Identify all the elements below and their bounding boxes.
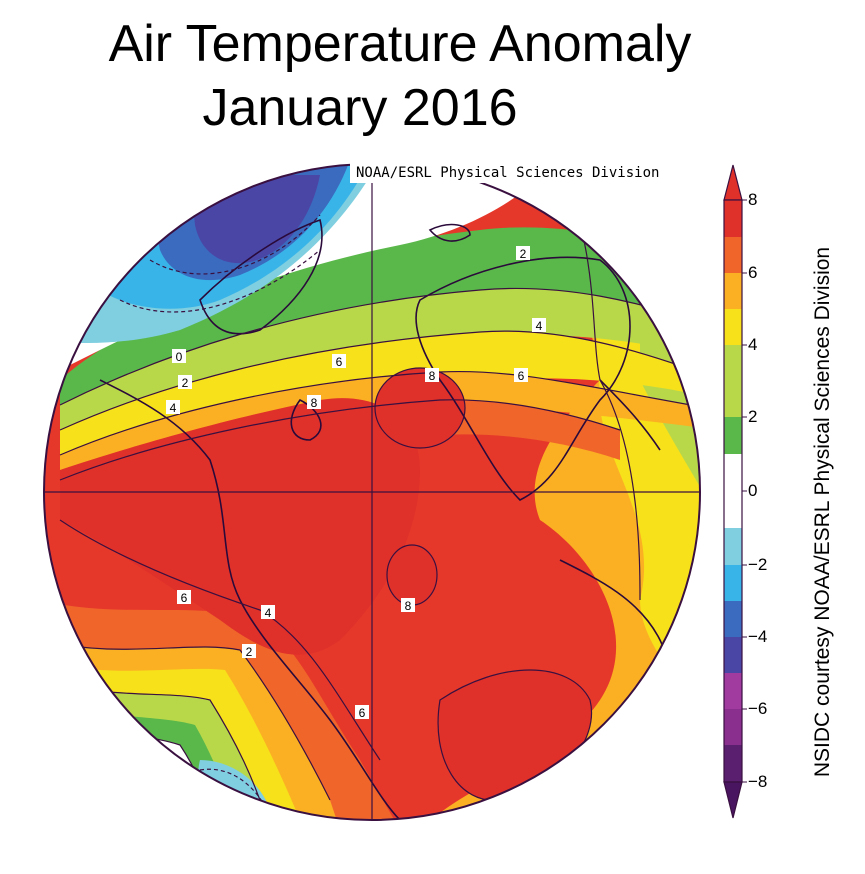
- contour-label: 8: [401, 598, 415, 613]
- contour-label: 4: [532, 318, 546, 333]
- svg-text:2: 2: [182, 376, 189, 390]
- svg-text:8: 8: [311, 396, 318, 410]
- contour-label: 8: [425, 368, 439, 383]
- contour-label: 4: [261, 605, 275, 620]
- svg-text:6: 6: [336, 355, 343, 369]
- svg-text:4: 4: [170, 401, 177, 415]
- svg-text:6: 6: [518, 369, 525, 383]
- colorbar-tick-label: −6: [748, 699, 768, 718]
- svg-text:2: 2: [520, 247, 527, 261]
- colorbar-tick-label: 6: [748, 263, 758, 282]
- contour-label: 8: [307, 395, 321, 410]
- title-line-2: January 2016: [202, 79, 518, 137]
- contour-label: 6: [332, 354, 346, 369]
- contour-label: 2: [242, 644, 256, 659]
- contour-label: 6: [177, 590, 191, 605]
- svg-text:0: 0: [176, 350, 183, 364]
- colorbar: [723, 164, 747, 819]
- side-credit: NSIDC courtesy NOAA/ESRL Physical Scienc…: [811, 246, 834, 778]
- contour-label: 6: [355, 705, 369, 720]
- svg-text:4: 4: [265, 606, 272, 620]
- contour-label: 4: [166, 400, 180, 415]
- colorbar-tick-label: −8: [748, 772, 768, 791]
- colorbar-tick-label: 0: [748, 481, 758, 500]
- noaa-credit: NOAA/ESRL Physical Sciences Division: [350, 163, 666, 183]
- contour-label: 0: [172, 349, 186, 364]
- colorbar-top-arrow: [723, 164, 743, 201]
- svg-text:6: 6: [181, 591, 188, 605]
- colorbar-bottom-arrow: [723, 781, 743, 819]
- colorbar-tick-label: 8: [748, 190, 758, 209]
- svg-text:6: 6: [359, 706, 366, 720]
- svg-text:8: 8: [405, 599, 412, 613]
- svg-text:2: 2: [246, 645, 253, 659]
- colorbar-tick-label: 4: [748, 335, 758, 354]
- anomaly-field: [44, 164, 700, 820]
- svg-text:4: 4: [536, 319, 543, 333]
- title-line-1: Air Temperature Anomaly: [108, 15, 692, 73]
- colorbar-tick-label: −4: [748, 627, 768, 646]
- colorbar-tick-label: 2: [748, 407, 758, 426]
- contour-label: 2: [516, 246, 530, 261]
- svg-text:8: 8: [429, 369, 436, 383]
- colorbar-tick-label: −2: [748, 555, 768, 574]
- contour-label: 6: [514, 368, 528, 383]
- contour-labels: 2 4 6 8 0 2 4 8 6 8 6 4 2 6: [166, 246, 546, 720]
- contour-label: 2: [178, 375, 192, 390]
